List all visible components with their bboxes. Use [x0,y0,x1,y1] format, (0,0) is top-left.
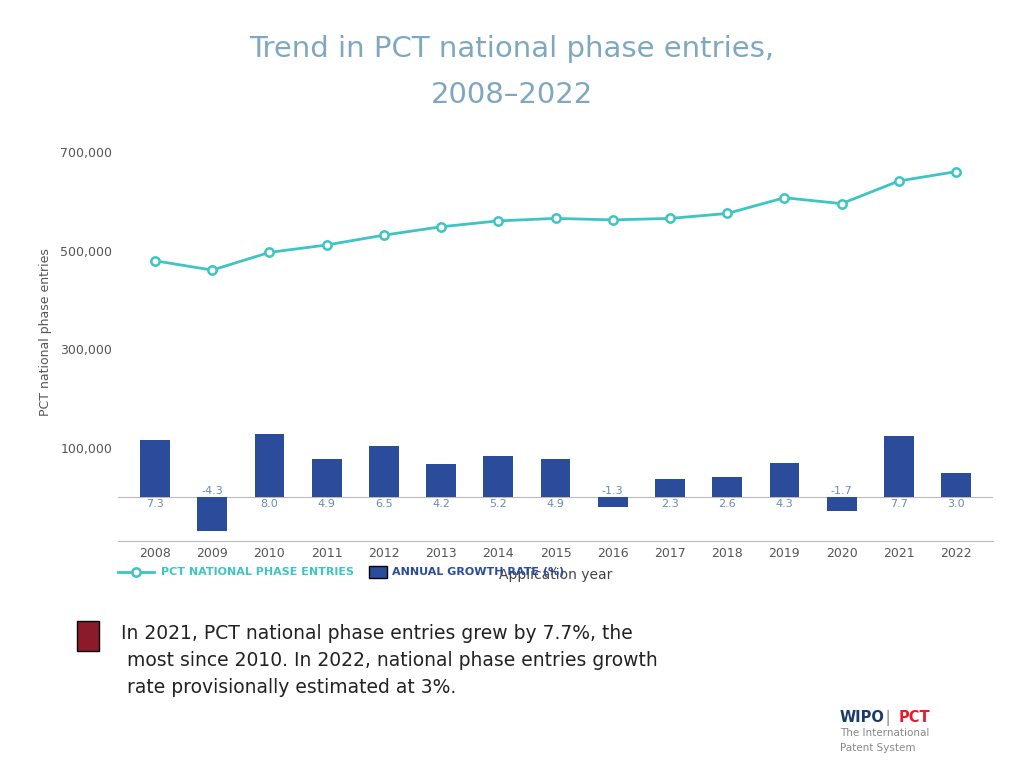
Bar [140,439,170,497]
Text: PCT NATIONAL PHASE ENTRIES: PCT NATIONAL PHASE ENTRIES [161,567,353,578]
Bar [426,464,456,497]
Text: Patent System: Patent System [840,743,915,753]
Text: 2.3: 2.3 [662,499,679,509]
Bar [713,477,742,497]
Text: |: | [881,710,895,727]
X-axis label: Application year: Application year [499,568,612,582]
Bar [941,474,971,497]
Y-axis label: PCT national phase entries: PCT national phase entries [39,248,52,416]
Text: -1.7: -1.7 [830,485,853,495]
Bar [255,434,285,497]
Text: 4.9: 4.9 [547,499,564,509]
Text: 7.7: 7.7 [890,499,908,509]
Bar [541,458,570,497]
Bar [655,479,685,497]
Text: 4.3: 4.3 [775,499,794,509]
Bar [311,458,342,497]
Text: In 2021, PCT national phase entries grew by 7.7%, the
  most since 2010. In 2022: In 2021, PCT national phase entries grew… [115,624,657,697]
Text: 2.6: 2.6 [718,499,736,509]
Text: 6.5: 6.5 [375,499,392,509]
Bar [770,463,800,497]
Text: -4.3: -4.3 [202,485,223,495]
Text: 4.9: 4.9 [317,499,336,509]
Text: Trend in PCT national phase entries,: Trend in PCT national phase entries, [250,35,774,62]
Text: 7.3: 7.3 [146,499,164,509]
Text: 8.0: 8.0 [260,499,279,509]
Text: 5.2: 5.2 [489,499,507,509]
Bar [826,497,856,511]
Text: 2008–2022: 2008–2022 [431,81,593,108]
Text: WIPO: WIPO [840,710,885,726]
Text: The International: The International [840,728,929,738]
Text: 3.0: 3.0 [947,499,965,509]
Bar [884,436,913,497]
Bar [369,446,398,497]
Text: 4.2: 4.2 [432,499,450,509]
Bar [483,456,513,497]
Bar [598,497,628,508]
Bar [198,497,227,531]
Text: -1.3: -1.3 [602,485,624,495]
Text: ANNUAL GROWTH RATE (%): ANNUAL GROWTH RATE (%) [392,567,564,578]
Text: PCT: PCT [899,710,931,726]
